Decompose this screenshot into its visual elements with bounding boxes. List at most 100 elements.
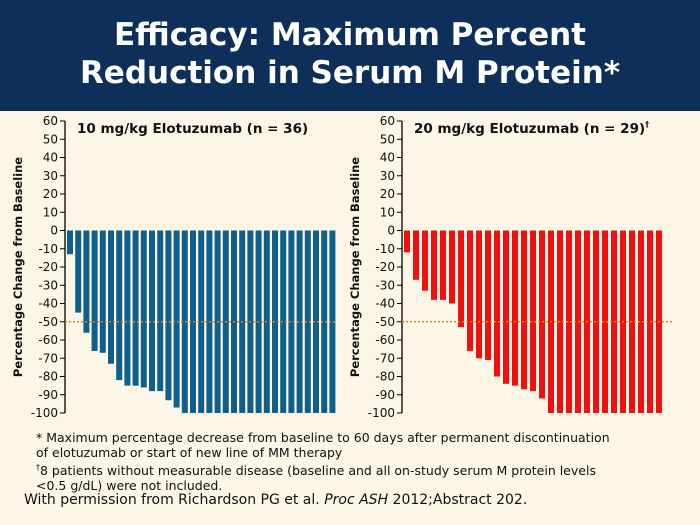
- footnote-2-line-2: <0.5 g/dL) were not included.: [36, 478, 223, 493]
- footnote-1-line-1: Maximum percentage decrease from baselin…: [46, 430, 610, 445]
- bar: [313, 230, 319, 413]
- y-tick-label: -100: [31, 406, 58, 420]
- y-tick-label: 50: [43, 132, 58, 146]
- y-tick-label: 30: [43, 169, 58, 183]
- y-tick-label: -100: [368, 406, 395, 420]
- y-tick-label: 40: [43, 151, 58, 165]
- y-tick-label: -50: [38, 315, 58, 329]
- bar: [108, 230, 114, 364]
- y-axis-label: Percentage Change from Baseline: [348, 157, 362, 377]
- chart-panel-1: 60 50 40 30 20 10 0 -10 -20 -30 -40 -50 -60 -70 -80 -90…: [11, 114, 337, 420]
- footnote-2-line-1: 8 patients without measurable disease (b…: [40, 463, 596, 478]
- y-tick-label: -10: [375, 242, 395, 256]
- bar: [449, 230, 455, 304]
- bar: [288, 230, 295, 413]
- y-tick-label: -80: [375, 370, 395, 384]
- bar: [566, 230, 572, 413]
- y-tick-label: -20: [38, 260, 58, 274]
- bar: [116, 230, 123, 381]
- bar: [602, 230, 608, 413]
- bar: [521, 230, 527, 390]
- bar: [124, 230, 131, 386]
- y-tick-label: -40: [38, 297, 58, 311]
- chart-title: 20 mg/kg Elotuzumab (n = 29)†: [414, 120, 649, 137]
- bar: [467, 230, 473, 351]
- footnote-2: †8 patients without measurable disease (…: [36, 460, 676, 493]
- chart-title: 10 mg/kg Elotuzumab (n = 36): [77, 121, 308, 137]
- y-tick-label: 10: [43, 205, 58, 219]
- source-suffix: 2012;Abstract 202.: [388, 492, 528, 508]
- bar: [539, 230, 545, 399]
- bar: [173, 230, 180, 408]
- slide-title-line-1: Efficacy: Maximum Percent: [114, 17, 586, 53]
- y-tick-label: -20: [375, 260, 395, 274]
- charts-area: 60 50 40 30 20 10 0 -10 -20 -30 -40 -50 -60 -70 -80 -90…: [11, 114, 672, 420]
- bar: [132, 230, 139, 386]
- bar: [140, 230, 147, 388]
- bar: [503, 230, 509, 384]
- footnote-2-marker: †: [36, 463, 40, 472]
- title-banner: [0, 0, 700, 111]
- source-citation: With permission from Richardson PG et al…: [24, 492, 684, 508]
- y-tick-label: -30: [375, 278, 395, 292]
- y-tick-label: -50: [375, 315, 395, 329]
- bar: [329, 230, 336, 413]
- chart-panel-2: 60 50 40 30 20 10 0 -10 -20 -30 -40 -50 -60 -70 -80 -90…: [348, 114, 672, 420]
- bar: [280, 230, 287, 413]
- bar: [149, 230, 155, 392]
- chart-title-marker: †: [645, 120, 649, 129]
- bar: [83, 230, 90, 333]
- y-tick-label: -80: [38, 370, 58, 384]
- y-tick-label: -30: [38, 278, 58, 292]
- bar: [530, 230, 536, 392]
- y-tick-label: 60: [380, 114, 395, 128]
- y-tick-label: 30: [380, 169, 395, 183]
- bar: [321, 230, 328, 413]
- y-tick-label: -70: [38, 351, 58, 365]
- bar: [422, 230, 428, 291]
- bar: [91, 230, 98, 351]
- bar: [157, 230, 164, 392]
- y-tick-label: 20: [43, 187, 58, 201]
- bar: [458, 230, 464, 328]
- y-tick-label: -40: [375, 297, 395, 311]
- bar: [75, 230, 82, 313]
- y-tick-label: -60: [38, 333, 58, 347]
- bar: [413, 230, 419, 280]
- y-tick-label: 20: [380, 187, 395, 201]
- y-tick-label: 0: [50, 224, 58, 238]
- slide-title: Efficacy: Maximum Percent Reduction in S…: [0, 16, 700, 92]
- footnote-1: * Maximum percentage decrease from basel…: [36, 430, 676, 460]
- source-journal: Proc ASH: [324, 492, 389, 508]
- source-prefix: With permission from Richardson PG et al…: [24, 492, 325, 508]
- y-tick-label: 40: [380, 151, 395, 165]
- bar: [181, 230, 188, 413]
- bar: [494, 230, 500, 377]
- y-axis-label: Percentage Change from Baseline: [11, 157, 25, 377]
- bar: [165, 230, 172, 401]
- bar: [512, 230, 518, 386]
- bar: [67, 230, 73, 255]
- bar: [304, 230, 311, 413]
- bar: [476, 230, 482, 359]
- bar: [296, 230, 303, 413]
- y-tick-label: -60: [375, 333, 395, 347]
- bar: [431, 230, 437, 300]
- bar: [404, 230, 410, 253]
- y-tick-label: 60: [43, 114, 58, 128]
- footnotes: * Maximum percentage decrease from basel…: [36, 430, 676, 493]
- bar: [440, 230, 446, 300]
- footnote-1-line-2: of elotuzumab or start of new line of MM…: [36, 445, 343, 460]
- footnote-1-marker: *: [36, 430, 43, 445]
- y-tick-label: 10: [380, 205, 395, 219]
- bar: [99, 230, 106, 353]
- y-tick-label: -10: [38, 242, 58, 256]
- slide-title-line-2: Reduction in Serum M Protein*: [79, 55, 621, 91]
- y-tick-label: -70: [375, 351, 395, 365]
- y-tick-label: 50: [380, 132, 395, 146]
- y-tick-label: -90: [38, 388, 58, 402]
- y-tick-label: -90: [375, 388, 395, 402]
- bar: [638, 230, 644, 413]
- bar: [485, 230, 491, 361]
- y-tick-label: 0: [387, 224, 395, 238]
